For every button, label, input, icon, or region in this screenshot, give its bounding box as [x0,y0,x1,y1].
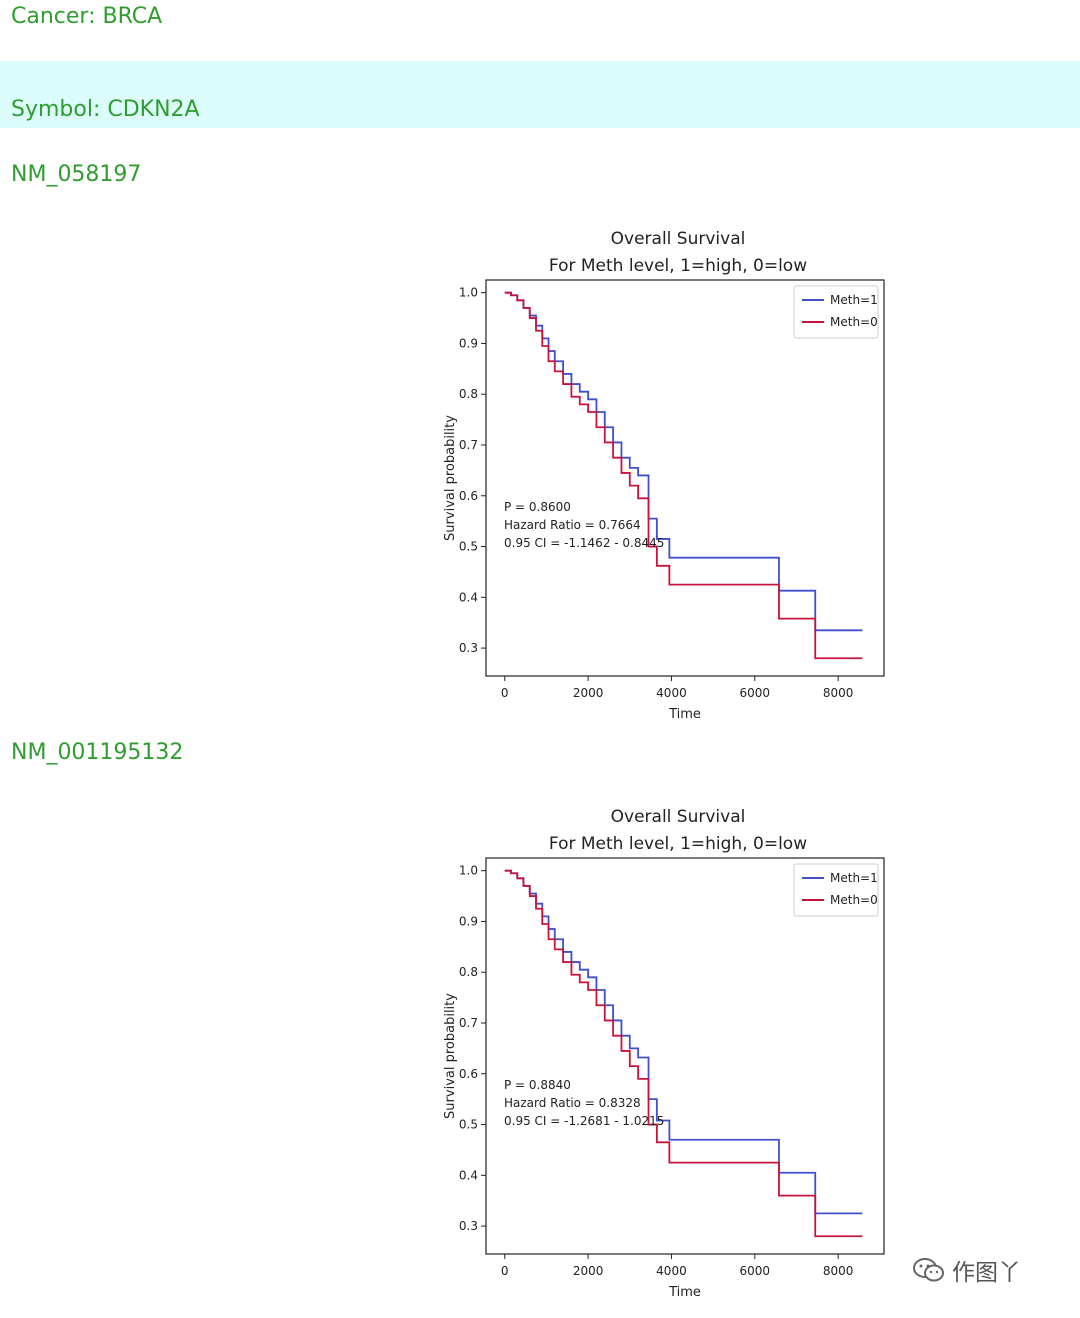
x-tick-label: 8000 [823,1264,854,1278]
x-tick-label: 0 [501,1264,509,1278]
y-tick-label: 0.8 [459,387,478,401]
y-tick-label: 0.9 [459,336,478,350]
chart-subtitle: For Meth level, 1=high, 0=low [549,834,807,854]
y-tick-label: 0.5 [459,1118,478,1132]
chart-title: Overall Survival [611,807,746,827]
symbol-label: Symbol: CDKN2A [11,97,200,122]
watermark-text: 作图丫 [952,1260,1021,1286]
cancer-label: Cancer: BRCA [11,4,163,29]
survival-line-meth1 [504,291,863,632]
y-axis-label: Survival probability [443,415,458,541]
transcript-label: NM_001195132 [11,740,184,765]
stats-annotation: Hazard Ratio = 0.8328 [504,1096,641,1110]
stats-annotation: 0.95 CI = -1.1462 - 0.8445 [504,536,664,550]
y-tick-label: 1.0 [459,286,478,300]
legend-label: Meth=0 [830,315,878,329]
transcript-header-1: NM_058197 [0,158,1080,192]
stats-annotation: P = 0.8600 [504,500,571,514]
transcript-header-2: NM_001195132 [0,736,1080,770]
survival-chart-1: Overall Survival For Meth level, 1=high, … [420,216,900,736]
y-tick-label: 0.3 [459,641,478,655]
x-axis-label: Time [668,707,701,722]
stats-annotation: P = 0.8840 [504,1078,571,1092]
y-tick-label: 0.4 [459,590,478,604]
x-tick-label: 0 [501,686,509,700]
survival-line-meth0 [504,291,863,660]
x-tick-label: 2000 [573,686,604,700]
survival-chart-svg: Overall Survival For Meth level, 1=high, … [443,807,885,1300]
y-tick-label: 0.9 [459,914,478,928]
legend-label: Meth=1 [830,293,878,307]
survival-line-meth0 [504,869,863,1238]
survival-chart-svg: Overall Survival For Meth level, 1=high, … [443,229,885,722]
plot-frame [485,857,885,1255]
x-tick-label: 6000 [740,686,771,700]
legend-label: Meth=0 [830,893,878,907]
y-axis-label: Survival probability [443,993,458,1119]
stats-annotation: Hazard Ratio = 0.7664 [504,518,641,532]
cancer-header: Cancer: BRCA [0,0,1080,38]
chart-subtitle: For Meth level, 1=high, 0=low [549,256,807,276]
y-tick-label: 0.8 [459,965,478,979]
y-tick-label: 0.5 [459,540,478,554]
wechat-icon [913,1258,944,1282]
y-tick-label: 0.3 [459,1219,478,1233]
y-tick-label: 0.7 [459,438,478,452]
watermark: 作图丫 [912,1250,1062,1290]
transcript-label: NM_058197 [11,162,142,187]
symbol-header: Symbol: CDKN2A [0,61,1080,128]
x-tick-label: 4000 [656,686,687,700]
x-tick-label: 4000 [656,1264,687,1278]
y-tick-label: 0.7 [459,1016,478,1030]
chart-title: Overall Survival [611,229,746,249]
legend-label: Meth=1 [830,871,878,885]
x-axis-label: Time [668,1285,701,1300]
plot-frame [485,279,885,677]
y-tick-label: 0.6 [459,489,478,503]
x-tick-label: 6000 [740,1264,771,1278]
survival-chart-2: Overall Survival For Meth level, 1=high, … [420,794,900,1314]
stats-annotation: 0.95 CI = -1.2681 - 1.0215 [504,1114,664,1128]
y-tick-label: 0.6 [459,1067,478,1081]
x-tick-label: 2000 [573,1264,604,1278]
y-tick-label: 0.4 [459,1168,478,1182]
x-tick-label: 8000 [823,686,854,700]
y-tick-label: 1.0 [459,864,478,878]
